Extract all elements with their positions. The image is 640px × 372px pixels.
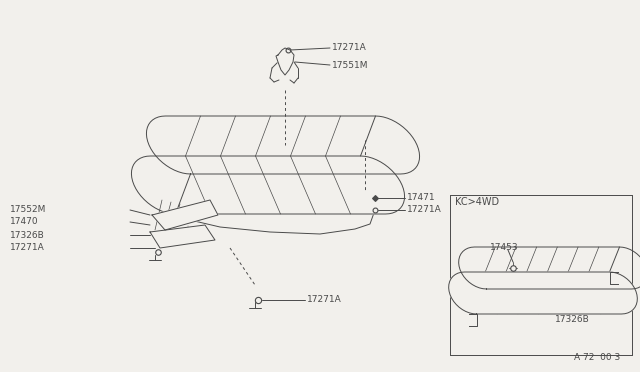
Text: 17471: 17471 bbox=[407, 193, 436, 202]
Text: 17551M: 17551M bbox=[332, 61, 369, 70]
Text: 17470: 17470 bbox=[10, 218, 38, 227]
Text: 17271A: 17271A bbox=[332, 44, 367, 52]
Text: 17271A: 17271A bbox=[307, 295, 342, 305]
Text: 17271A: 17271A bbox=[407, 205, 442, 215]
Text: 17552M: 17552M bbox=[10, 205, 46, 215]
Polygon shape bbox=[131, 156, 404, 214]
Text: KC>4WD: KC>4WD bbox=[455, 197, 499, 207]
Polygon shape bbox=[150, 225, 215, 248]
Polygon shape bbox=[276, 48, 294, 75]
Text: 17271A: 17271A bbox=[10, 244, 45, 253]
Text: A 72  00 3: A 72 00 3 bbox=[573, 353, 620, 362]
Polygon shape bbox=[449, 272, 637, 314]
Text: 17326B: 17326B bbox=[10, 231, 45, 240]
Text: 17326B: 17326B bbox=[555, 315, 589, 324]
Polygon shape bbox=[152, 200, 218, 230]
Text: 17453: 17453 bbox=[490, 244, 518, 253]
